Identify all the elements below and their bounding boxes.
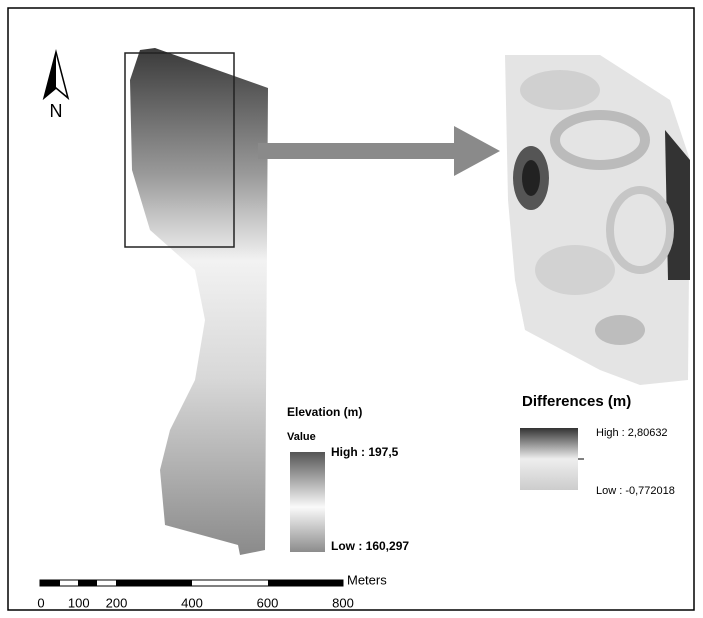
scale-tick-labels: 0 100 200 400 600 800 — [37, 595, 353, 610]
differences-low-label: Low : -0,772018 — [596, 485, 675, 497]
differences-high-label: High : 2,80632 — [596, 427, 668, 439]
zoom-arrow — [258, 126, 500, 176]
scale-bar — [40, 580, 343, 586]
scale-unit: Meters — [347, 572, 387, 587]
elevation-high-label: High : 197,5 — [331, 445, 399, 459]
elevation-low-label: Low : 160,297 — [331, 539, 409, 553]
elevation-color-ramp — [290, 452, 325, 552]
differences-legend-title: Differences (m) — [522, 393, 631, 410]
north-arrow: N — [44, 52, 68, 121]
scale-tick-label: 0 — [37, 595, 44, 610]
scale-tick-label: 600 — [257, 595, 279, 610]
elevation-value-label: Value — [287, 431, 316, 443]
north-label: N — [50, 101, 63, 121]
page: N Elevation (m) Value High : 197,5 Low :… — [0, 0, 703, 618]
scale-tick-label: 100 — [68, 595, 90, 610]
map-figure: N Elevation (m) Value High : 197,5 Low :… — [0, 0, 703, 618]
differences-color-ramp — [520, 428, 578, 490]
elevation-legend-title: Elevation (m) — [287, 405, 362, 419]
elevation-raster — [130, 48, 268, 555]
scale-tick-label: 800 — [332, 595, 354, 610]
scale-tick-label: 400 — [181, 595, 203, 610]
scale-tick-label: 200 — [106, 595, 128, 610]
differences-raster — [505, 55, 690, 385]
